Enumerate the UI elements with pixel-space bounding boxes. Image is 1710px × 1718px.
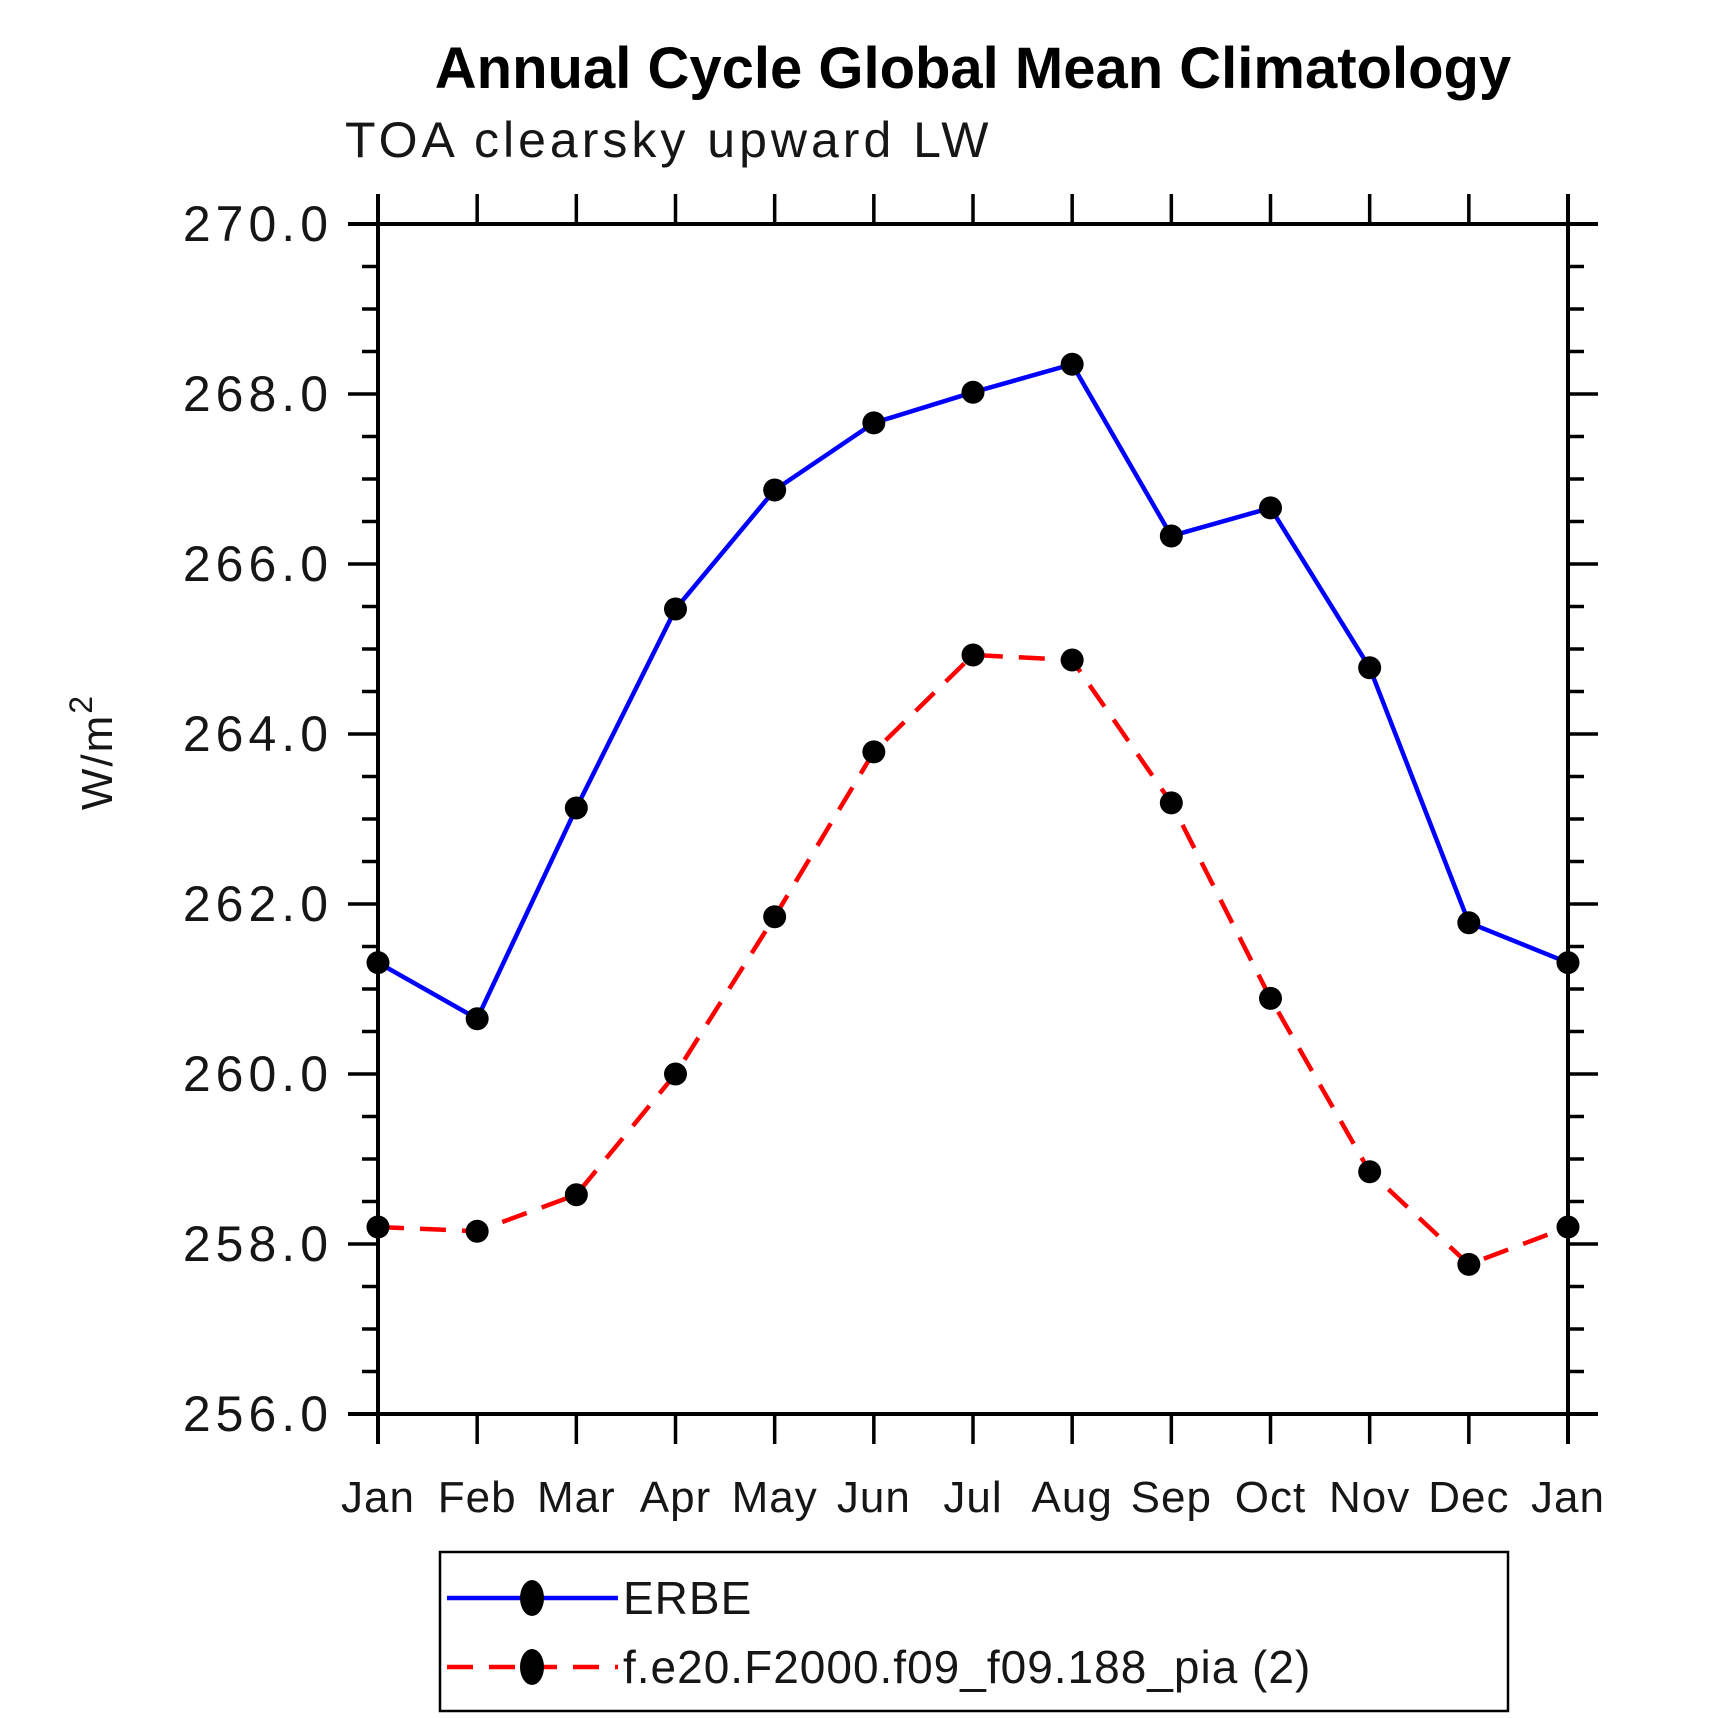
data-point-marker [1457,911,1481,935]
data-point-marker [465,1007,489,1031]
chart-subtitle: TOA clearsky upward LW [345,112,992,168]
data-point-marker [1159,791,1183,815]
legend-marker [520,1580,544,1616]
y-tick-label: 270.0 [183,196,333,252]
x-tick-label: Sep [1131,1473,1212,1522]
legend-entry-label: ERBE [623,1572,752,1624]
series-line-erbe [376,361,1569,1022]
series-line-model [377,652,1569,1267]
data-point-marker [1358,656,1382,680]
data-point-marker [862,740,886,764]
y-tick-label: 256.0 [183,1386,333,1442]
x-tick-label: Jun [837,1473,911,1522]
y-tick-label: 266.0 [183,536,333,592]
x-tick-label: May [732,1473,818,1522]
data-point-marker [1556,1215,1580,1239]
data-point-marker [664,1062,687,1086]
y-tick-label: 262.0 [183,876,333,932]
data-point-marker [366,1215,390,1239]
x-tick-label: Jul [943,1473,1002,1522]
x-tick-label: Nov [1329,1473,1410,1522]
y-tick-label: 258.0 [183,1216,333,1272]
data-point-marker [862,411,886,435]
y-tick-label: 260.0 [183,1046,333,1102]
x-tick-label: Oct [1235,1473,1306,1522]
y-tick-label: 268.0 [183,366,333,422]
data-point-marker [1060,352,1084,376]
x-tick-label: Dec [1428,1473,1509,1522]
x-tick-label: Feb [438,1473,517,1522]
data-point-marker [763,905,787,929]
data-point-marker [664,597,687,621]
data-point-marker [1060,648,1084,672]
legend-box [438,1550,1510,1713]
data-point-marker [1358,1160,1382,1184]
data-point-marker [465,1219,489,1243]
y-axis-title-base: W/m [73,714,122,810]
y-axis-title: W/m2 [63,694,122,810]
x-tick-label: Jan [1531,1473,1605,1522]
legend-marker [520,1649,544,1685]
y-tick-label: 264.0 [183,706,333,762]
data-point-marker [366,951,390,975]
x-tick-label: Mar [537,1473,616,1522]
data-point-marker [961,643,985,667]
data-point-marker [763,478,787,502]
legend-entry-label: f.e20.F2000.f09_f09.188_pia (2) [623,1641,1311,1693]
data-point-marker [564,796,588,820]
data-point-marker [1259,496,1282,520]
chart-title: Annual Cycle Global Mean Climatology [435,36,1511,101]
x-tick-label: Apr [640,1473,711,1522]
y-axis-title-exponent: 2 [63,694,99,714]
data-point-marker [961,380,985,404]
data-point-marker [1556,951,1580,975]
data-point-marker [1457,1252,1481,1276]
data-point-marker [1159,524,1183,548]
x-tick-label: Jan [341,1473,415,1522]
data-point-marker [564,1183,588,1207]
data-point-marker [1259,986,1282,1010]
x-tick-label: Aug [1032,1473,1113,1522]
